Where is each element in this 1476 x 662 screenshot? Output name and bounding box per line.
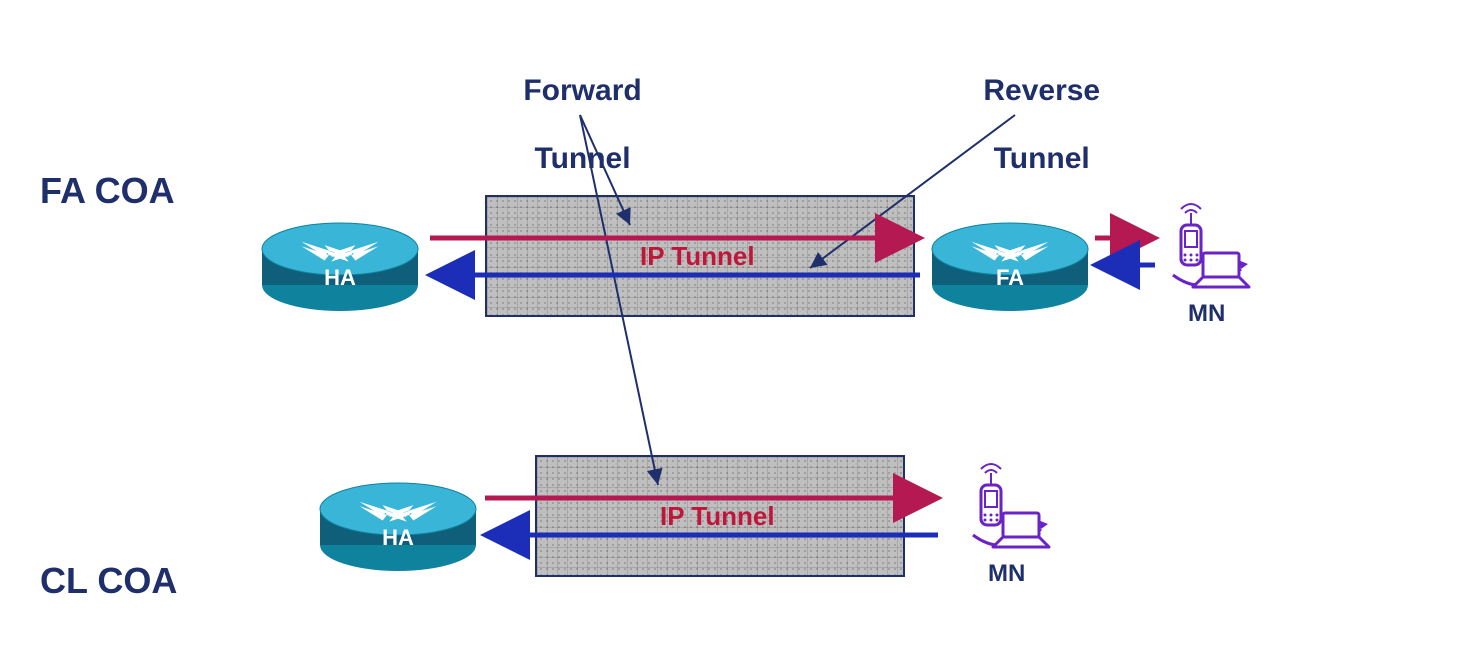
router-ha-top-label: HA — [324, 265, 356, 290]
router-ha-bottom-label: HA — [382, 525, 414, 550]
mn-label-top: MN — [1188, 300, 1225, 328]
mobile-node-bottom — [973, 464, 1049, 547]
ip-tunnel-text-top: IP Tunnel — [640, 241, 755, 272]
diagram-stage: Forward Tunnel Reverse Tunnel FA COA CL … — [0, 0, 1476, 662]
router-ha-top: HA — [262, 223, 418, 311]
router-fa: FA — [932, 223, 1088, 311]
pointer-fwd-bottom — [580, 115, 658, 485]
router-ha-bottom: HA — [320, 483, 476, 571]
pointer-fwd-top — [580, 115, 630, 225]
mobile-node-top — [1173, 204, 1249, 287]
router-fa-label: FA — [996, 265, 1024, 290]
diagram-svg: HA FA HA — [0, 0, 1476, 662]
ip-tunnel-text-bottom: IP Tunnel — [660, 501, 775, 532]
mn-label-bottom: MN — [988, 560, 1025, 588]
